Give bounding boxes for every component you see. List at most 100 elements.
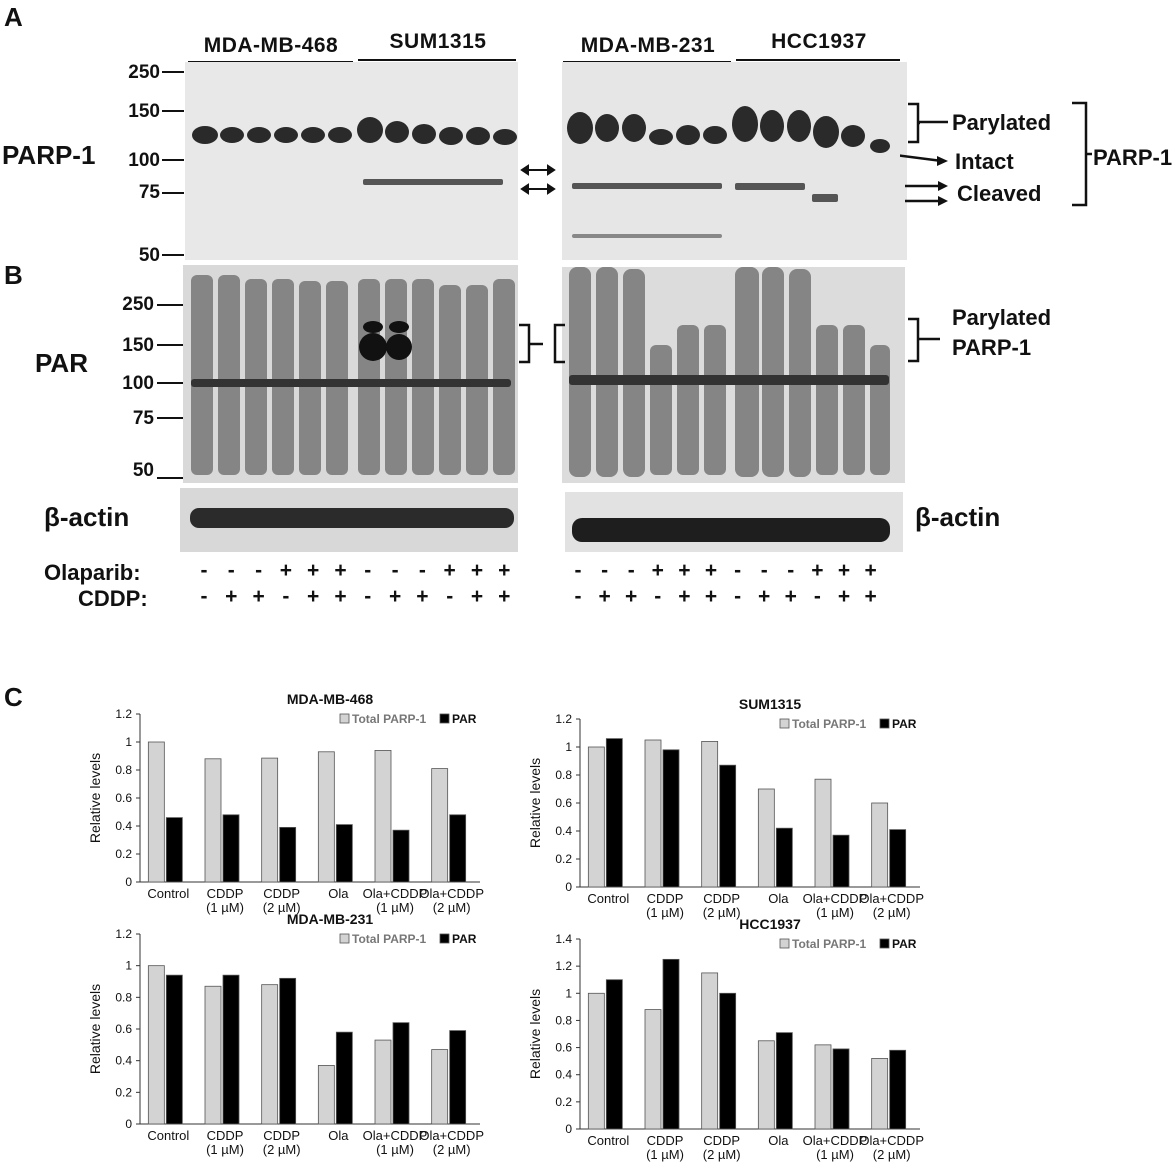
x-tick-label: Ola [328,1128,349,1143]
mw-marker: 50 [138,245,160,266]
bar-par [775,1032,793,1130]
treatment-sign: - [446,585,454,608]
bar-total-parp1 [701,972,719,1130]
treatment-sign: - [654,585,662,608]
x-tick-label: Ola+CDDP [363,1128,428,1143]
x-tick-label: Ola+CDDP [363,886,428,901]
treatment-sign: + [625,585,638,608]
x-tick-label: (2 µM) [433,1142,471,1157]
bar-par [889,829,907,888]
bar-total-parp1 [147,741,165,883]
treatment-sign: + [470,585,484,608]
y-tick-label: 0 [125,875,132,889]
legend-label: PAR [452,712,477,726]
x-tick-label: (1 µM) [646,905,684,920]
treatment-sign: + [704,585,718,608]
legend-swatch [779,938,790,949]
y-tick-label: 0.8 [115,990,132,1004]
treatment-sign: + [279,559,293,582]
x-tick-label: CDDP [647,891,684,906]
treatment-sign: + [498,585,511,608]
bar-total-parp1 [757,788,775,888]
y-tick-label: 1 [125,735,132,749]
treatment-sign: - [574,559,582,582]
x-tick-label: Ola+CDDP [859,1133,924,1148]
x-tick-label: (2 µM) [433,900,471,915]
x-tick-label: (2 µM) [263,900,301,915]
panel-c-label: C [4,682,23,712]
x-tick-label: (1 µM) [376,1142,414,1157]
antibody-label-actin-left: β-actin [44,502,130,532]
annotation-bracket-b [908,317,940,363]
treatment-sign: + [443,559,456,582]
y-tick-label: 0.2 [555,1095,572,1109]
bar-par [775,827,793,888]
x-tick-label: Ola+CDDP [419,1128,484,1143]
y-tick-label: 1 [565,986,572,1000]
x-tick-label: (2 µM) [703,905,741,920]
annotation-parp1-bracket: PARP-1 [1093,145,1173,170]
annotation-intact: Intact [955,149,1014,174]
treatment-sign: + [307,559,320,582]
y-tick-label: 1.4 [555,932,572,946]
y-tick-label: 1.2 [115,707,132,721]
treatment-sign: - [787,559,795,582]
x-tick-label: Ola+CDDP [419,886,484,901]
annotation-brackets-a [900,101,1092,207]
bar-par [165,817,183,883]
y-tick-label: 0.8 [115,763,132,777]
x-tick-label: Ola+CDDP [803,1133,868,1148]
y-axis-label: Relative levels [527,989,543,1079]
bar-total-parp1 [431,768,449,883]
cell-line-mda-mb-468: MDA-MB-468 [203,34,339,57]
treatment-sign: + [252,585,265,608]
x-tick-label: CDDP [207,886,244,901]
panel-b-label: B [4,260,23,290]
x-tick-label: (1 µM) [816,1147,854,1162]
y-tick-label: 0.4 [555,824,572,838]
chart-title: MDA-MB-231 [287,911,374,927]
cell-line-sum1315: SUM1315 [389,30,487,53]
treatment-sign: + [758,585,771,608]
bar-par [719,992,737,1130]
annotation-parylated-b: Parylated [952,305,1052,330]
y-tick-label: 0.2 [115,1085,132,1099]
treatment-sign: - [255,559,263,582]
bar-par [662,749,680,888]
x-tick-label: Ola [768,1133,789,1148]
annotation-parp1-b: PARP-1 [952,335,1032,360]
bar-chart-2: MDA-MB-231 Relative levels 0 0.2 0.4 0.6 0.8 1 1… [87,911,484,1157]
x-tick-label: Control [587,1133,629,1148]
bar-total-parp1 [374,1039,392,1125]
y-tick-label: 0.6 [115,791,132,805]
mw-marker: 150 [122,335,154,356]
bar-chart-1: SUM1315 Relative levels 0 0.2 0.4 0.6 0.8 1 1.2 C… [527,696,924,920]
treatment-sign: - [574,585,582,608]
treatment-sign: + [651,559,664,582]
olaparib-row-label: Olaparib: [44,560,141,585]
bar-total-parp1 [374,750,392,883]
legend-swatch [879,718,890,729]
treatment-sign: + [307,585,320,608]
legend-swatch [779,718,790,729]
antibody-label-parp1: PARP-1 [2,140,96,170]
mw-marker: 75 [132,408,154,429]
treatment-sign: - [391,559,399,582]
treatment-sign: + [678,559,691,582]
legend-label: PAR [892,717,917,731]
bar-par [832,1048,850,1130]
x-tick-label: (1 µM) [206,1142,244,1157]
treatment-sign: - [418,559,426,582]
bar-total-parp1 [587,746,605,888]
x-tick-label: CDDP [703,1133,740,1148]
mw-marker: 250 [122,294,154,315]
treatment-sign: - [760,559,768,582]
y-axis-label: Relative levels [87,753,103,843]
bar-par [605,979,623,1130]
treatment-sign: + [416,585,429,608]
mw-marker: 50 [132,460,154,481]
treatment-sign: - [364,585,372,608]
treatment-sign: - [200,585,208,608]
bar-total-parp1 [757,1040,775,1130]
y-tick-label: 0.4 [115,819,132,833]
